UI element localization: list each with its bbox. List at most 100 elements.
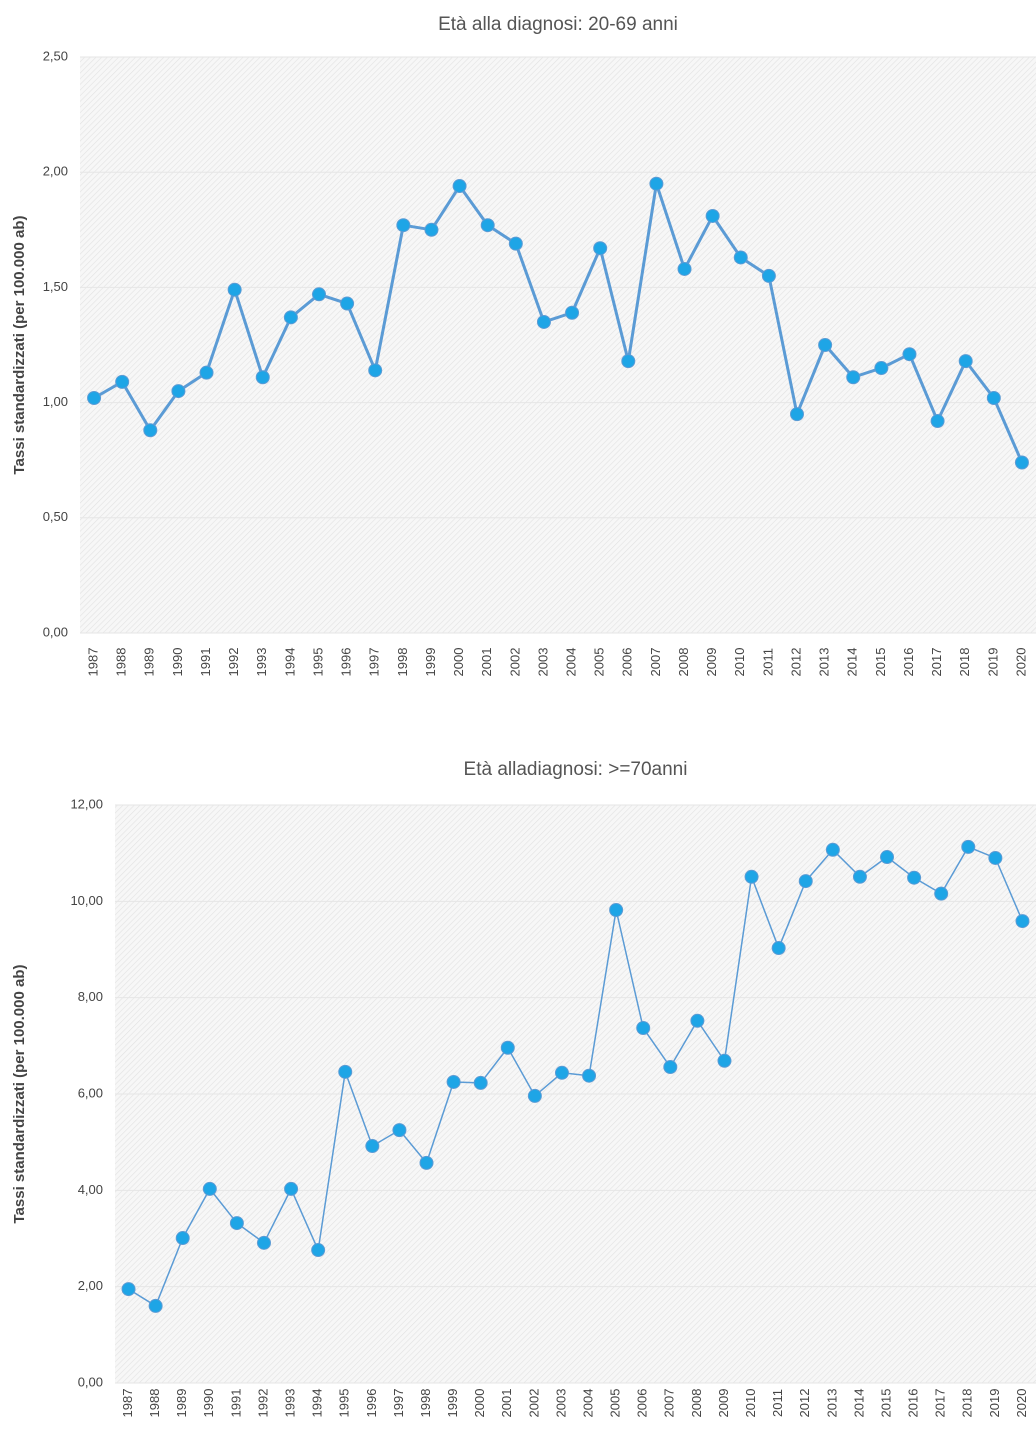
x-tick-label: 1998 bbox=[418, 1389, 433, 1418]
x-tick-label: 2000 bbox=[451, 648, 466, 677]
x-tick-label: 2005 bbox=[592, 648, 607, 677]
data-point bbox=[663, 1060, 678, 1075]
x-tick-label: 2004 bbox=[563, 648, 578, 677]
data-point bbox=[907, 870, 922, 885]
x-tick-label: 2009 bbox=[716, 1389, 731, 1418]
x-tick-label: 1990 bbox=[201, 1389, 216, 1418]
data-point bbox=[424, 222, 439, 237]
x-tick-label: 2012 bbox=[797, 1389, 812, 1418]
x-tick-label: 2007 bbox=[648, 648, 663, 677]
chart-title: Età alla diagnosi: 20-69 anni bbox=[438, 14, 678, 35]
data-point bbox=[986, 390, 1001, 405]
data-point bbox=[229, 1216, 244, 1231]
x-tick-label: 2013 bbox=[817, 648, 832, 677]
data-point bbox=[175, 1231, 190, 1246]
data-point bbox=[227, 282, 242, 297]
x-tick-label: 1989 bbox=[142, 648, 157, 677]
x-tick-label: 1987 bbox=[120, 1389, 135, 1418]
x-tick-label: 1998 bbox=[395, 648, 410, 677]
x-tick-label: 1988 bbox=[147, 1389, 162, 1418]
x-tick-label: 1997 bbox=[367, 648, 382, 677]
x-tick-label: 1992 bbox=[226, 648, 241, 677]
x-tick-label: 2003 bbox=[553, 1389, 568, 1418]
data-point bbox=[283, 310, 298, 325]
data-point bbox=[798, 874, 813, 889]
data-point bbox=[733, 250, 748, 265]
data-point bbox=[846, 370, 861, 385]
data-point bbox=[508, 236, 523, 251]
x-tick-label: 2018 bbox=[960, 1389, 975, 1418]
data-point bbox=[690, 1013, 705, 1028]
x-tick-label: 1999 bbox=[445, 1389, 460, 1418]
y-axis-title: Tassi standardizzati (per 100.000 ab) bbox=[11, 216, 28, 475]
x-tick-label: 2018 bbox=[957, 648, 972, 677]
x-tick-label: 1999 bbox=[423, 648, 438, 677]
x-tick-label: 2001 bbox=[479, 648, 494, 677]
data-point bbox=[396, 218, 411, 233]
y-tick-label: 1,00 bbox=[43, 394, 68, 409]
x-tick-label: 1996 bbox=[339, 648, 354, 677]
data-point bbox=[284, 1181, 299, 1196]
data-point bbox=[500, 1040, 515, 1055]
x-tick-label: 1991 bbox=[228, 1389, 243, 1418]
x-tick-label: 1990 bbox=[170, 648, 185, 677]
data-point bbox=[452, 179, 467, 194]
x-tick-label: 2008 bbox=[689, 1389, 704, 1418]
data-point bbox=[419, 1155, 434, 1170]
x-tick-label: 2017 bbox=[933, 1389, 948, 1418]
data-point bbox=[649, 176, 664, 191]
data-point bbox=[554, 1065, 569, 1080]
data-point bbox=[593, 241, 608, 256]
y-tick-label: 8,00 bbox=[78, 989, 103, 1004]
x-tick-label: 1988 bbox=[114, 648, 129, 677]
y-tick-label: 0,00 bbox=[43, 624, 68, 639]
data-point bbox=[874, 361, 889, 376]
data-point bbox=[609, 903, 624, 918]
chart-title: Età alladiagnosi: >=70anni bbox=[464, 759, 688, 780]
x-tick-label: 2020 bbox=[1014, 1389, 1029, 1418]
data-point bbox=[527, 1088, 542, 1103]
data-point bbox=[852, 869, 867, 884]
data-point bbox=[255, 370, 270, 385]
x-tick-label: 2015 bbox=[878, 1389, 893, 1418]
x-tick-label: 2000 bbox=[472, 1389, 487, 1418]
x-tick-label: 2015 bbox=[873, 648, 888, 677]
data-point bbox=[988, 850, 1003, 865]
x-tick-label: 2006 bbox=[620, 648, 635, 677]
data-point bbox=[930, 414, 945, 429]
data-point bbox=[446, 1074, 461, 1089]
x-tick-label: 2016 bbox=[906, 1389, 921, 1418]
data-point bbox=[256, 1235, 271, 1250]
x-tick-label: 2014 bbox=[851, 1389, 866, 1418]
data-point bbox=[717, 1053, 732, 1068]
data-point bbox=[958, 354, 973, 369]
x-tick-label: 1994 bbox=[310, 1389, 325, 1418]
x-tick-label: 2020 bbox=[1013, 648, 1028, 677]
x-tick-label: 2010 bbox=[732, 648, 747, 677]
x-tick-label: 2008 bbox=[676, 648, 691, 677]
x-tick-label: 2016 bbox=[901, 648, 916, 677]
x-tick-label: 2012 bbox=[788, 648, 803, 677]
data-point bbox=[121, 1282, 136, 1297]
y-tick-label: 2,00 bbox=[43, 164, 68, 179]
data-point bbox=[480, 218, 495, 233]
x-tick-label: 1996 bbox=[364, 1389, 379, 1418]
y-tick-label: 0,50 bbox=[43, 509, 68, 524]
x-tick-label: 1993 bbox=[254, 648, 269, 677]
x-tick-label: 1995 bbox=[310, 648, 325, 677]
data-point bbox=[771, 941, 786, 956]
data-point bbox=[818, 338, 833, 352]
data-point bbox=[311, 1243, 326, 1258]
x-tick-label: 1997 bbox=[391, 1389, 406, 1418]
y-tick-label: 12,00 bbox=[70, 796, 103, 811]
data-point bbox=[565, 305, 580, 320]
data-point bbox=[368, 363, 383, 378]
x-tick-label: 1995 bbox=[337, 1389, 352, 1418]
x-tick-label: 2001 bbox=[499, 1389, 514, 1418]
data-point bbox=[536, 314, 551, 329]
data-point bbox=[961, 839, 976, 854]
data-point bbox=[880, 850, 895, 865]
x-tick-label: 1992 bbox=[255, 1389, 270, 1418]
data-point bbox=[636, 1021, 651, 1036]
